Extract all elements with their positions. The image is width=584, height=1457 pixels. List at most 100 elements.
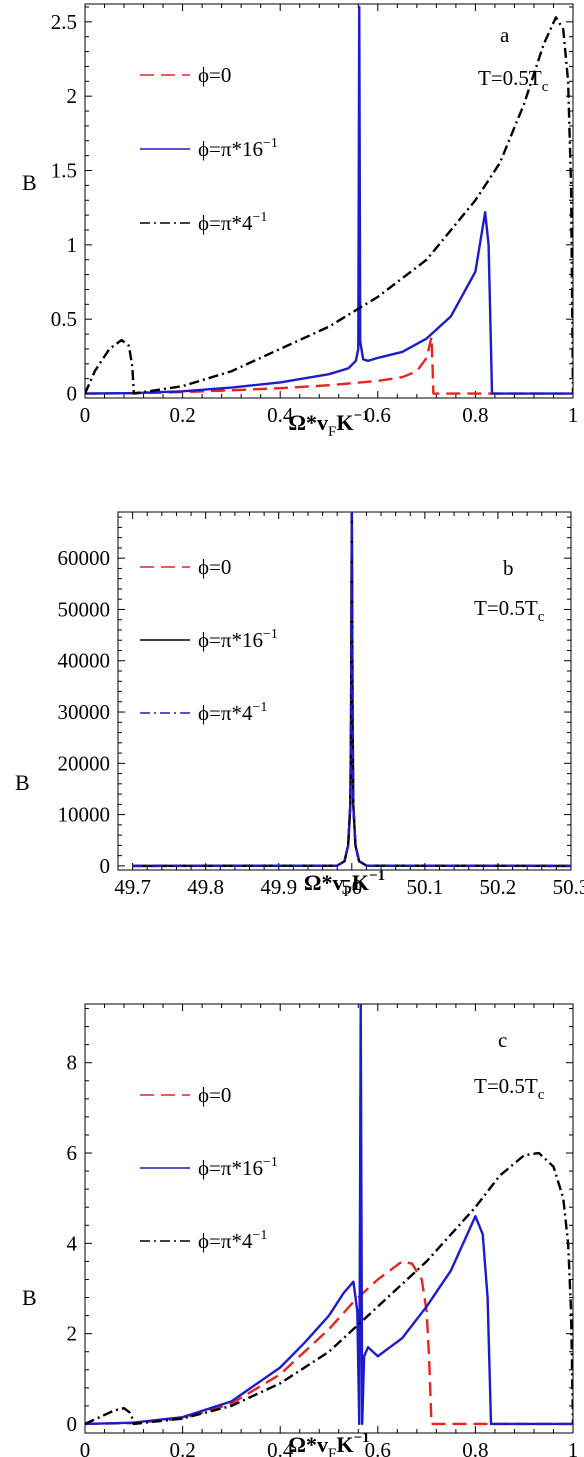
x-axis-label-sup: −1 (354, 408, 370, 424)
legend-label-text: ϕ=0 (198, 1083, 231, 1107)
x-tick-label: 50.1 (406, 875, 443, 899)
x-tick-label: 0 (80, 1438, 91, 1457)
legend-label-text: ϕ=π*16 (198, 1156, 263, 1180)
x-tick-label: 0 (80, 403, 91, 427)
series-line-3 (85, 1151, 573, 1426)
chart-b: 49.7 49.8 49.9 50 50.1 50.2 50.3 0 10000 20000 300… (0, 485, 584, 945)
y-tick-label: 1.5 (51, 159, 77, 183)
x-axis-label-main: Ω*v (304, 870, 344, 895)
chart-a: 0 0.2 0.4 0.6 0.8 1 0 0.5 1 1.5 2 2.5 ϕ=0 ϕ=π*16−1 ϕ=π… (0, 0, 584, 440)
series-line-2 (132, 512, 571, 868)
legend-label-text: ϕ=0 (198, 63, 231, 87)
x-tick-label: 1 (568, 1438, 579, 1457)
legend-label-sup: −1 (253, 700, 268, 715)
x-axis-label-tail: K (352, 870, 369, 895)
y-tick-label: 30000 (58, 700, 111, 724)
panel-label: a (500, 23, 510, 47)
chart-c: 0 0.2 0.4 0.6 0.8 1 0 2 4 6 8 ϕ=0 ϕ=π*16−1 ϕ=π*4−1 c T=… (0, 990, 584, 1457)
legend-label-sup: −1 (263, 627, 278, 642)
y-tick-label: 6 (67, 1141, 78, 1165)
series-group (85, 5, 573, 395)
y-tick-label: 8 (67, 1051, 78, 1075)
annotation-text: T=0.5T (478, 66, 542, 90)
y-tick-label: 60000 (58, 546, 111, 570)
legend-label-text: ϕ=0 (198, 555, 231, 579)
legend-label-sup: −1 (263, 136, 278, 151)
y-axis-label: B (22, 170, 37, 195)
panel-label: c (498, 1028, 507, 1052)
legend-label-sup: −1 (253, 210, 268, 225)
temperature-annotation: T=0.5Tc (474, 596, 545, 625)
annotation-text: T=0.5T (474, 596, 538, 620)
legend-label-2: ϕ=π*16−1 (198, 136, 278, 161)
legend-label-1: ϕ=0 (198, 63, 231, 87)
y-axis-label: B (22, 1285, 37, 1310)
x-tick-label: 49.7 (114, 875, 151, 899)
x-axis-label-main: Ω*v (288, 1432, 328, 1457)
legend-label-1: ϕ=0 (198, 555, 231, 579)
legend-label-text: ϕ=π*4 (198, 211, 253, 235)
y-tick-label: 4 (67, 1231, 78, 1255)
x-tick-label: 0.6 (365, 403, 391, 427)
series-group (132, 512, 571, 868)
x-tick-label: 0.6 (365, 1438, 391, 1457)
x-axis-label: Ω*vFK−1 (304, 868, 385, 900)
y-tick-label: 10000 (58, 803, 111, 827)
series-line-1 (85, 335, 573, 395)
plot-frame (117, 511, 572, 871)
legend-label-sup: −1 (253, 1228, 268, 1243)
legend-label-sup: −1 (263, 1155, 278, 1170)
y-tick-label: 20000 (58, 751, 111, 775)
legend-label-2: ϕ=π*16−1 (198, 1155, 278, 1180)
y-tick-label: 2.5 (51, 10, 77, 34)
legend-label-1: ϕ=0 (198, 1083, 231, 1107)
temperature-annotation: T=0.5Tc (478, 66, 549, 95)
legend-label-text: ϕ=π*16 (198, 137, 263, 161)
panel-label: b (503, 556, 514, 580)
y-tick-label: 0 (100, 854, 111, 878)
annotation-sub: c (538, 609, 545, 625)
chart-b-svg: 49.7 49.8 49.9 50 50.1 50.2 50.3 0 10000 20000 300… (15, 511, 584, 900)
y-tick-label: 2 (67, 1322, 78, 1346)
plot-frame (84, 1003, 574, 1434)
series-group (85, 1004, 573, 1426)
x-axis-label-sup: −1 (369, 868, 385, 884)
y-tick-label: 0 (67, 382, 78, 406)
x-axis-label-sup: −1 (354, 1430, 370, 1446)
x-tick-label: 49.9 (260, 875, 297, 899)
x-axis-label-tail: K (336, 410, 353, 435)
x-axis-label-main: Ω*v (288, 410, 328, 435)
x-axis-label: Ω*vFK−1 (288, 1430, 369, 1457)
y-tick-label: 0.5 (51, 307, 77, 331)
y-axis-label: B (15, 770, 30, 795)
legend-label-3: ϕ=π*4−1 (198, 210, 267, 235)
series-line-3 (85, 16, 573, 395)
temperature-annotation: T=0.5Tc (474, 1074, 545, 1103)
x-tick-label: 0.4 (267, 403, 294, 427)
plot-frame (84, 3, 574, 399)
x-axis-label-sub: F (328, 424, 336, 440)
x-axis-label-sub: F (344, 884, 352, 900)
series-line-1 (85, 1260, 573, 1426)
legend-label-text: ϕ=π*16 (198, 628, 263, 652)
x-tick-label: 49.8 (187, 875, 224, 899)
x-tick-label: 0.4 (267, 1438, 294, 1457)
series-line-2 (85, 1004, 573, 1426)
x-tick-label: 0.8 (462, 403, 488, 427)
legend-label-text: ϕ=π*4 (198, 701, 253, 725)
legend-label-3: ϕ=π*4−1 (198, 1228, 267, 1253)
annotation-text: T=0.5T (474, 1074, 538, 1098)
x-axis-label-sub: F (328, 1446, 336, 1457)
x-axis-label: Ω*vFK−1 (288, 408, 369, 440)
legend-label-3: ϕ=π*4−1 (198, 700, 267, 725)
annotation-sub: c (538, 1087, 545, 1103)
annotation-sub: c (542, 79, 549, 95)
x-axis-label-tail: K (336, 1432, 353, 1457)
legend-label-2: ϕ=π*16−1 (198, 627, 278, 652)
x-tick-label: 0.2 (169, 403, 195, 427)
y-tick-label: 2 (67, 84, 78, 108)
x-tick-label: 0.8 (462, 1438, 488, 1457)
chart-c-svg: 0 0.2 0.4 0.6 0.8 102468ϕ=0ϕ=π*16−1ϕ=π*4−1cT=… (22, 1003, 579, 1457)
y-tick-label: 40000 (58, 649, 111, 673)
x-tick-label: 1 (568, 403, 579, 427)
